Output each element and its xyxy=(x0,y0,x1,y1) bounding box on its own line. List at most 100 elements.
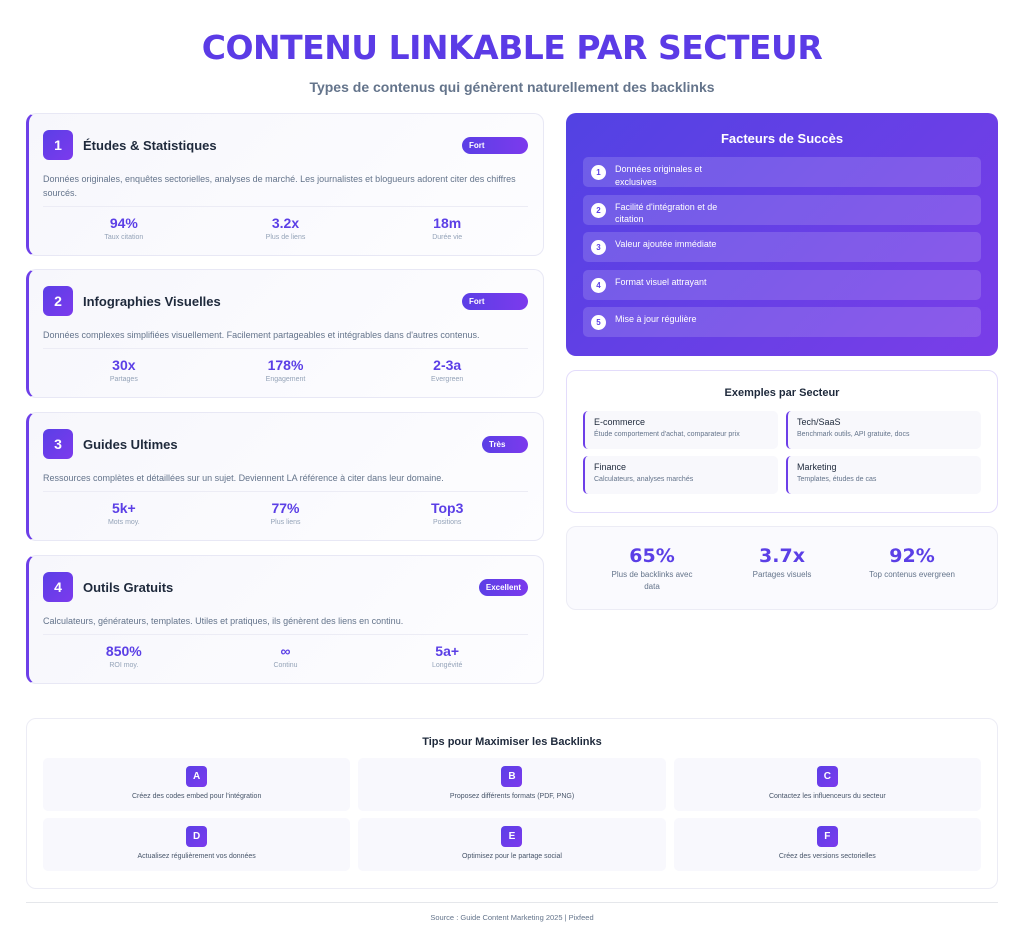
key-stat-label: Top contenus evergreen xyxy=(869,570,955,579)
stat-label: ROI moy. xyxy=(109,662,139,669)
tip-item: C Contactez les influenceurs du secteur xyxy=(673,758,981,811)
stat-label: Positions xyxy=(432,519,462,526)
card-number: 3 xyxy=(43,429,73,459)
sector-desc: Templates, études de cas xyxy=(797,476,877,483)
strength-badge: Fort xyxy=(462,292,528,310)
success-factor-item: 2 Facilité d'intégration et de citation xyxy=(583,194,981,225)
content-type-card: 4 Outils Gratuits Excellent Calculateurs… xyxy=(26,555,544,684)
stat-value: 178% xyxy=(267,357,304,373)
key-stat-value: 92% xyxy=(889,545,935,567)
success-factors-title: Facteurs de Succès xyxy=(720,131,844,146)
tips-title: Tips pour Maximiser les Backlinks xyxy=(422,736,602,748)
stat-label: Engagement xyxy=(265,376,306,383)
sector-desc: Calculateurs, analyses marchés xyxy=(594,476,694,483)
footer-source: Source : Guide Content Marketing 2025 | … xyxy=(26,902,998,922)
stat-label: Longévité xyxy=(432,662,463,669)
factor-number: 3 xyxy=(591,240,606,255)
sector-desc: Benchmark outils, API gratuite, docs xyxy=(797,431,910,438)
content-type-card: 2 Infographies Visuelles Fort Données co… xyxy=(26,269,544,398)
stat-value: ∞ xyxy=(280,643,291,659)
sector-name: E-commerce xyxy=(594,417,646,427)
card-stat: 77% Plus liens xyxy=(205,500,367,526)
stat-value: 5a+ xyxy=(435,643,460,659)
card-description: Calculateurs, générateurs, templates. Ut… xyxy=(43,616,404,626)
sector-example: Finance Calculateurs, analyses marchés xyxy=(583,456,778,494)
factor-number: 2 xyxy=(591,202,606,218)
factor-number: 5 xyxy=(591,315,606,330)
sector-examples-title: Exemples par Secteur xyxy=(724,387,840,399)
factor-number: 4 xyxy=(591,277,606,293)
card-description: Données originales, enquêtes sectorielle… xyxy=(43,174,516,198)
factor-number: 1 xyxy=(591,165,606,180)
tip-text: Optimisez pour le partage social xyxy=(461,853,562,860)
card-stat: 5k+ Mots moy. xyxy=(43,500,205,526)
stat-label: Durée vie xyxy=(432,234,463,241)
success-factors-panel: Facteurs de Succès 1 Données originales e… xyxy=(566,113,998,356)
tip-letter: D xyxy=(186,826,208,847)
sector-example: Tech/SaaS Benchmark outils, API gratuite,… xyxy=(786,411,981,449)
success-factor-item: 3 Valeur ajoutée immédiate xyxy=(583,232,981,262)
key-stat-label: Partages visuels xyxy=(752,570,812,579)
card-title: Guides Ultimes xyxy=(83,436,178,452)
card-stat: 5a+ Longévité xyxy=(366,643,528,669)
tip-text: Créez des codes embed pour l'intégration xyxy=(131,793,262,800)
stat-value: 5k+ xyxy=(111,500,136,516)
success-factor-item: 1 Données originales et exclusives xyxy=(583,157,981,187)
strength-badge: Très xyxy=(482,435,528,453)
sector-name: Tech/SaaS xyxy=(797,417,841,427)
stat-value: 2-3a xyxy=(433,357,462,373)
success-factor-item: 5 Mise à jour régulière xyxy=(583,307,981,337)
stat-label: Taux citation xyxy=(104,234,144,241)
tip-letter: F xyxy=(816,826,838,847)
tip-letter: B xyxy=(501,766,523,787)
card-description: Données complexes simplifiées visuelleme… xyxy=(43,330,480,340)
stat-value: 18m xyxy=(433,215,462,231)
card-stat: 94% Taux citation xyxy=(43,215,205,241)
sector-examples-panel: Exemples par Secteur E-commerce Étude com… xyxy=(566,370,998,513)
stat-value: 30x xyxy=(112,357,136,373)
tip-letter: E xyxy=(501,826,523,847)
card-description: Ressources complètes et détaillées sur u… xyxy=(43,473,444,483)
card-title: Études & Statistiques xyxy=(83,137,217,153)
sector-example: E-commerce Étude comportement d'achat, co… xyxy=(583,411,778,449)
stat-value: 3.2x xyxy=(271,215,300,231)
strength-badge: Excellent xyxy=(478,578,528,596)
stat-value: Top3 xyxy=(430,500,464,516)
stat-label: Continu xyxy=(273,662,298,669)
factor-text: Données originales et exclusives xyxy=(615,164,703,187)
key-stat: 92% Top contenus evergreen xyxy=(847,545,977,609)
tip-letter: A xyxy=(186,766,208,787)
card-stat: Top3 Positions xyxy=(366,500,528,526)
card-title: Outils Gratuits xyxy=(83,579,174,595)
sector-example: Marketing Templates, études de cas xyxy=(786,456,981,494)
key-stat-value: 3.7x xyxy=(759,545,805,567)
stat-value: 850% xyxy=(105,643,142,659)
strength-badge: Fort xyxy=(462,136,528,154)
tip-item: D Actualisez régulièrement vos données xyxy=(43,818,351,871)
tips-panel: Tips pour Maximiser les Backlinks A Créez… xyxy=(26,718,998,889)
content-type-card: 3 Guides Ultimes Très Ressources complèt… xyxy=(26,412,544,541)
factor-text: Format visuel attrayant xyxy=(615,276,707,287)
tip-letter: C xyxy=(816,766,838,787)
tip-text: Actualisez régulièrement vos données xyxy=(137,853,256,860)
tip-text: Créez des versions sectorielles xyxy=(778,853,876,860)
card-stat: 2-3a Evergreen xyxy=(366,357,528,383)
stat-label: Plus de liens xyxy=(265,234,306,241)
factor-text: Valeur ajoutée immédiate xyxy=(615,239,717,249)
key-stat-value: 65% xyxy=(629,545,675,567)
success-factor-item: 4 Format visuel attrayant xyxy=(583,269,981,300)
stat-value: 94% xyxy=(109,215,138,231)
content-type-card: 1 Études & Statistiques Fort Données ori… xyxy=(26,113,544,256)
sector-name: Marketing xyxy=(797,462,837,472)
card-stat: 850% ROI moy. xyxy=(43,643,205,669)
card-stat: ∞ Continu xyxy=(205,643,367,669)
sector-desc: Étude comportement d'achat, comparateur … xyxy=(594,431,740,438)
tip-item: A Créez des codes embed pour l'intégratio… xyxy=(43,758,351,811)
stat-label: Partages xyxy=(109,376,138,383)
key-stat: 3.7x Partages visuels xyxy=(717,545,847,609)
page-title: CONTENU LINKABLE PAR SECTEUR xyxy=(201,28,823,67)
key-stat-label: Plus de backlinks avec data xyxy=(611,570,693,591)
factor-text: Mise à jour régulière xyxy=(615,314,697,324)
card-title: Infographies Visuelles xyxy=(83,293,221,309)
tip-item: B Proposez différents formats (PDF, PNG) xyxy=(358,758,666,811)
